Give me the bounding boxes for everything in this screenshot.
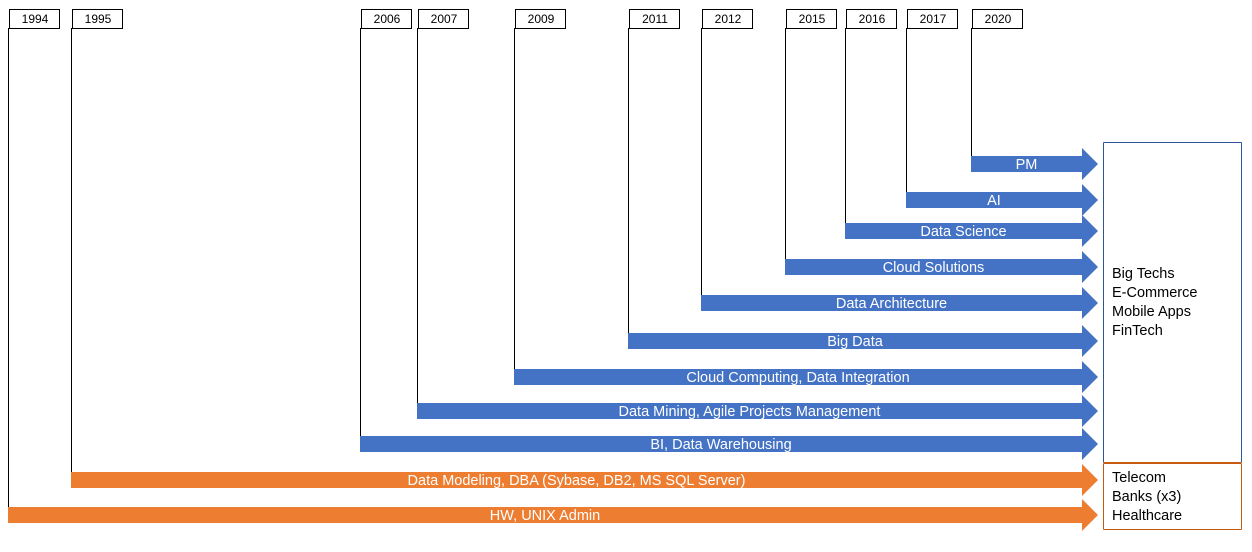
- year-label-2020: 2020: [972, 9, 1023, 29]
- year-label-text: 2006: [374, 12, 401, 26]
- arrow-label: PM: [1016, 157, 1038, 173]
- timeline-arrow-2017: AI: [906, 184, 1098, 216]
- arrow-label: AI: [987, 193, 1001, 209]
- year-label-box: [9, 9, 60, 29]
- year-label-text: 1994: [22, 12, 49, 26]
- timeline-arrow-2007: Data Mining, Agile Projects Management: [417, 395, 1098, 427]
- timeline-arrow-2011: Big Data: [628, 325, 1098, 357]
- year-label-2009: 2009: [515, 9, 566, 29]
- year-label-text: 2017: [920, 12, 947, 26]
- year-label-text: 2012: [715, 12, 742, 26]
- industry-item: Banks (x3): [1112, 489, 1181, 505]
- timeline-arrow-1995: Data Modeling, DBA (Sybase, DB2, MS SQL …: [71, 464, 1098, 496]
- year-label-2011: 2011: [629, 9, 680, 29]
- year-label-text: 2007: [431, 12, 458, 26]
- arrow-shape: [845, 215, 1098, 247]
- industry-item: E-Commerce: [1112, 285, 1197, 301]
- arrow-shape: [628, 325, 1098, 357]
- arrow-label: Cloud Computing, Data Integration: [686, 370, 909, 386]
- year-label-box: [786, 9, 837, 29]
- arrow-label: Big Data: [827, 334, 884, 350]
- arrow-label: HW, UNIX Admin: [490, 508, 600, 524]
- industry-item: FinTech: [1112, 323, 1163, 339]
- year-label-box: [361, 9, 412, 29]
- year-label-2006: 2006: [361, 9, 412, 29]
- timeline-arrow-1994: HW, UNIX Admin: [8, 499, 1098, 531]
- arrow-shape: [71, 464, 1098, 496]
- timeline-arrow-2009: Cloud Computing, Data Integration: [514, 361, 1098, 393]
- year-label-text: 2011: [642, 12, 668, 26]
- industry-item: Healthcare: [1112, 508, 1182, 524]
- arrow-shape: [514, 361, 1098, 393]
- year-label-text: 1995: [85, 12, 112, 26]
- arrow-shape: [971, 148, 1098, 180]
- arrow-shape: [701, 287, 1098, 319]
- year-label-text: 2015: [799, 12, 826, 26]
- year-label-box: [907, 9, 958, 29]
- year-label-2016: 2016: [846, 9, 897, 29]
- industries-box-early: Telecom Banks (x3) Healthcare: [1103, 463, 1242, 530]
- arrow-label: Data Architecture: [836, 296, 947, 312]
- year-label-text: 2016: [859, 12, 886, 26]
- arrow-shape: [785, 251, 1098, 283]
- year-label-1994: 1994: [9, 9, 60, 29]
- year-label-box: [846, 9, 897, 29]
- year-label-text: 2009: [528, 12, 555, 26]
- year-label-2012: 2012: [702, 9, 753, 29]
- year-label-box: [515, 9, 566, 29]
- industry-item: Mobile Apps: [1112, 304, 1191, 320]
- year-label-box: [72, 9, 123, 29]
- year-label-text: 2020: [985, 12, 1012, 26]
- arrow-label: Cloud Solutions: [883, 260, 985, 276]
- arrow-label: BI, Data Warehousing: [650, 437, 791, 453]
- arrow-shape: [417, 395, 1098, 427]
- arrow-shape: [8, 499, 1098, 531]
- timeline-arrow-2016: Data Science: [845, 215, 1098, 247]
- timeline-arrow-2020: PM: [971, 148, 1098, 180]
- arrow-shape: [906, 184, 1098, 216]
- timeline-arrow-2015: Cloud Solutions: [785, 251, 1098, 283]
- timeline-arrow-2012: Data Architecture: [701, 287, 1098, 319]
- timeline-arrow-2006: BI, Data Warehousing: [360, 428, 1098, 460]
- year-label-box: [972, 9, 1023, 29]
- industries-box-recent: Big Techs E-Commerce Mobile Apps FinTech: [1103, 142, 1242, 463]
- year-label-box: [702, 9, 753, 29]
- arrow-label: Data Modeling, DBA (Sybase, DB2, MS SQL …: [408, 473, 746, 489]
- arrow-label: Data Science: [920, 224, 1006, 240]
- arrow-shape: [360, 428, 1098, 460]
- year-label-2015: 2015: [786, 9, 837, 29]
- arrow-label: Data Mining, Agile Projects Management: [619, 404, 881, 420]
- year-label-1995: 1995: [72, 9, 123, 29]
- industry-item: Telecom: [1112, 470, 1166, 486]
- year-label-box: [629, 9, 680, 29]
- industry-item: Big Techs: [1112, 266, 1175, 282]
- year-label-box: [418, 9, 469, 29]
- year-label-2007: 2007: [418, 9, 469, 29]
- year-label-2017: 2017: [907, 9, 958, 29]
